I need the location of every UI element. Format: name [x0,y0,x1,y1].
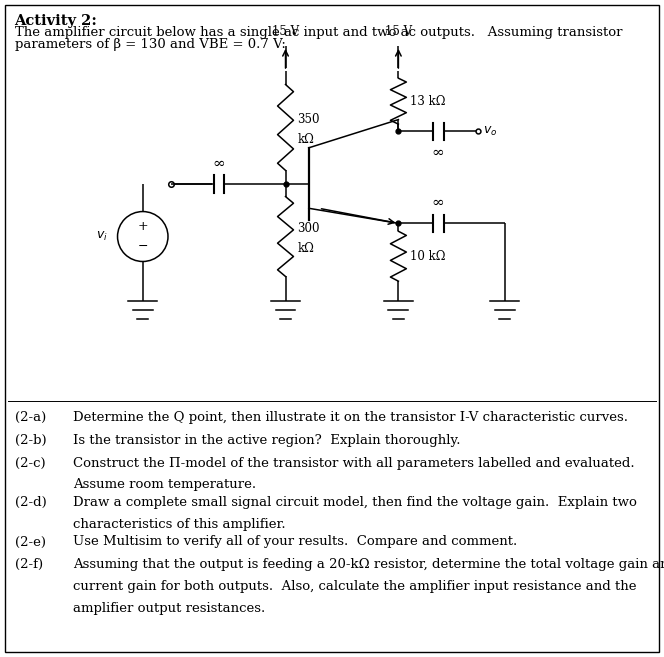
Text: ∞: ∞ [432,196,445,210]
Text: Assuming that the output is feeding a 20-kΩ resistor, determine the total voltag: Assuming that the output is feeding a 20… [73,558,664,572]
Text: 15 V: 15 V [272,25,299,38]
Text: Is the transistor in the active region?  Explain thoroughly.: Is the transistor in the active region? … [73,434,461,447]
Text: (2-c): (2-c) [15,457,45,470]
Text: 13 kΩ: 13 kΩ [410,95,446,108]
Text: Determine the Q point, then illustrate it on the transistor I-V characteristic c: Determine the Q point, then illustrate i… [73,411,628,424]
Text: 10 kΩ: 10 kΩ [410,250,446,263]
Text: The amplifier circuit below has a single ac input and two ac outputs.   Assuming: The amplifier circuit below has a single… [15,26,622,39]
Text: parameters of β = 130 and VBE = 0.7 V:: parameters of β = 130 and VBE = 0.7 V: [15,38,286,51]
Text: (2-b): (2-b) [15,434,46,447]
Text: Construct the Π-model of the transistor with all parameters labelled and evaluat: Construct the Π-model of the transistor … [73,457,635,470]
Text: ∞: ∞ [212,157,226,171]
Text: 300: 300 [297,222,320,235]
Text: Assume room temperature.: Assume room temperature. [73,478,256,491]
Text: kΩ: kΩ [297,133,314,146]
Text: 350: 350 [297,113,320,126]
Text: (2-e): (2-e) [15,535,46,549]
Text: Draw a complete small signal circuit model, then find the voltage gain.  Explain: Draw a complete small signal circuit mod… [73,496,637,509]
Text: (2-a): (2-a) [15,411,46,424]
Text: current gain for both outputs.  Also, calculate the amplifier input resistance a: current gain for both outputs. Also, cal… [73,580,637,593]
Text: −: − [137,240,148,253]
Text: ∞: ∞ [432,146,445,160]
Text: (2-f): (2-f) [15,558,42,572]
Text: (2-d): (2-d) [15,496,46,509]
Text: +: + [137,220,148,233]
Text: characteristics of this amplifier.: characteristics of this amplifier. [73,518,286,531]
Text: amplifier output resistances.: amplifier output resistances. [73,602,266,615]
Text: $v_o$: $v_o$ [483,125,498,138]
Text: 15 V: 15 V [385,25,412,38]
Text: Activity 2:: Activity 2: [15,14,98,28]
Text: kΩ: kΩ [297,242,314,255]
Text: Use Multisim to verify all of your results.  Compare and comment.: Use Multisim to verify all of your resul… [73,535,517,549]
Text: $v_i$: $v_i$ [96,230,108,243]
